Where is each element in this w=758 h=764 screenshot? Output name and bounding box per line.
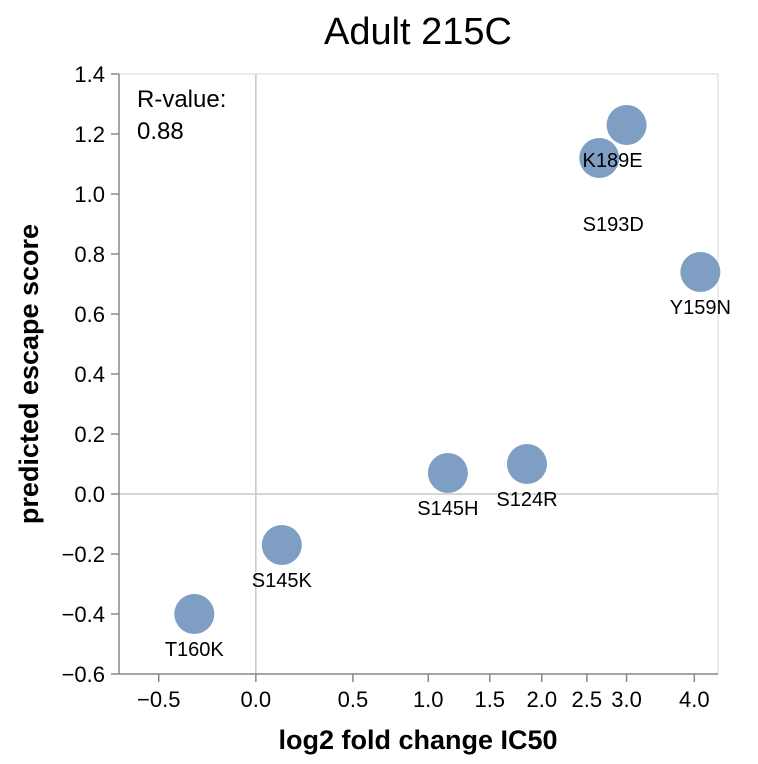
point-labels: T160K S145K S145H S124R S193D K189E Y159N [165,150,731,661]
y-tick-label: 0.6 [74,302,105,327]
x-axis-label: log2 fold change IC50 [278,725,557,755]
y-tick-label: 1.2 [74,122,105,147]
data-point [427,453,468,493]
point-label: T160K [165,639,225,661]
y-tick-label: 1.4 [74,62,105,87]
data-point [680,252,721,292]
x-tick-label: 0.0 [241,687,272,712]
y-tick-label: −0.2 [62,542,105,567]
x-tick-label: 1.5 [474,687,505,712]
point-label: S124R [496,489,557,511]
y-tick-label: −0.4 [62,602,105,627]
r-value-number: 0.88 [137,118,184,145]
point-label: S145K [252,570,313,592]
y-axis: −0.6 −0.4 −0.2 0.0 0.2 0.4 0.6 0.8 1.0 1.2 1.4 [62,62,120,687]
y-tick-label: 0.8 [74,242,105,267]
point-label: S193D [583,214,644,236]
x-tick-label: 3.0 [611,687,642,712]
r-value-label: R-value: [137,86,226,113]
data-point [506,444,547,484]
x-tick-label: 2.0 [526,687,557,712]
data-points [174,105,721,634]
y-tick-label: 0.2 [74,422,105,447]
point-label: Y159N [670,297,731,319]
x-tick-label: −0.5 [137,687,180,712]
y-tick-label: 0.4 [74,362,105,387]
data-point [174,594,215,634]
x-tick-label: 0.5 [338,687,369,712]
y-tick-label: −0.6 [62,662,105,687]
x-tick-label: 4.0 [679,687,710,712]
x-tick-label: 2.5 [572,687,603,712]
x-tick-label: 1.0 [413,687,444,712]
data-point [261,525,302,565]
data-point [606,105,647,145]
x-axis: −0.5 0.0 0.5 1.0 1.5 2.0 2.5 3.0 4.0 [119,673,718,712]
y-axis-label: predicted escape score [14,224,44,524]
zero-lines [119,74,718,674]
y-tick-label: 1.0 [74,182,105,207]
point-label: K189E [583,150,643,172]
point-label: S145H [417,498,478,520]
chart-title: Adult 215C [324,11,512,53]
y-tick-label: 0.0 [74,482,105,507]
data-point [579,138,620,178]
